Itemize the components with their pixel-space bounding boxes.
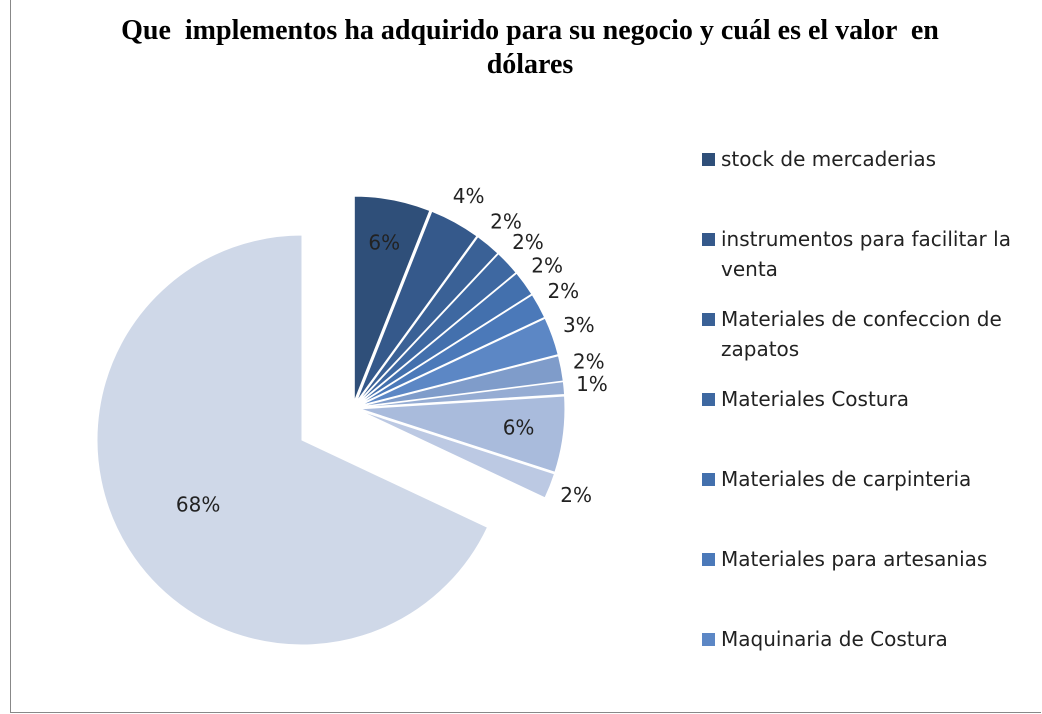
legend-swatch — [702, 553, 715, 566]
data-label: 6% — [368, 231, 400, 255]
pie-slice — [355, 210, 478, 403]
legend-swatch — [702, 153, 715, 166]
data-label: 68% — [176, 492, 220, 516]
chart-title: Que implementos ha adquirido para su neg… — [121, 15, 967, 80]
pie-slice — [359, 381, 566, 408]
pie-slice — [359, 410, 556, 499]
legend-swatch — [702, 393, 715, 406]
pie-slice — [357, 236, 499, 403]
legend-label: Materiales de carpinteria — [721, 467, 972, 491]
data-label: 2% — [490, 210, 522, 234]
pie-slice — [359, 317, 559, 407]
legend-label: instrumentos para facilitar la venta — [721, 227, 1011, 281]
legend-label: Maquinaria de Costura — [721, 627, 948, 651]
legend-entry: Materiales de confeccion de zapatos — [702, 304, 1022, 364]
legend-label: stock de mercaderias — [721, 147, 937, 171]
data-label: 2% — [512, 230, 544, 254]
pie-slice — [359, 395, 566, 473]
pie-slice — [358, 294, 546, 406]
legend-entry: Materiales Costura — [702, 384, 1022, 414]
legend-entry: instrumentos para facilitar la venta — [702, 224, 1022, 284]
pie-slice — [358, 272, 533, 405]
data-label: 3% — [563, 313, 595, 337]
pie-slice — [357, 253, 517, 404]
data-label: 2% — [560, 483, 592, 507]
legend-swatch — [702, 473, 715, 486]
data-label: 1% — [576, 372, 608, 396]
legend-label: Materiales para artesanias — [721, 547, 988, 571]
legend-entry: stock de mercaderias — [702, 144, 1022, 174]
legend-swatch — [702, 233, 715, 246]
data-label: 2% — [547, 279, 579, 303]
pie-slice — [359, 355, 564, 408]
data-label: 6% — [503, 415, 535, 439]
legend-swatch — [702, 313, 715, 326]
legend-swatch — [702, 633, 715, 646]
data-label: 4% — [453, 184, 485, 208]
legend-label: Materiales Costura — [721, 387, 909, 411]
legend-label: Materiales de confeccion de zapatos — [721, 307, 1002, 361]
pie-slice — [353, 195, 431, 402]
data-label: 2% — [573, 350, 605, 374]
chart-frame — [10, 0, 1041, 713]
data-label: 2% — [531, 253, 563, 277]
legend-entry: Materiales para artesanias — [702, 544, 1022, 574]
legend-entry: Materiales de carpinteria — [702, 464, 1022, 494]
pie-slice — [96, 234, 489, 646]
legend-entry: Maquinaria de Costura — [702, 624, 1022, 654]
